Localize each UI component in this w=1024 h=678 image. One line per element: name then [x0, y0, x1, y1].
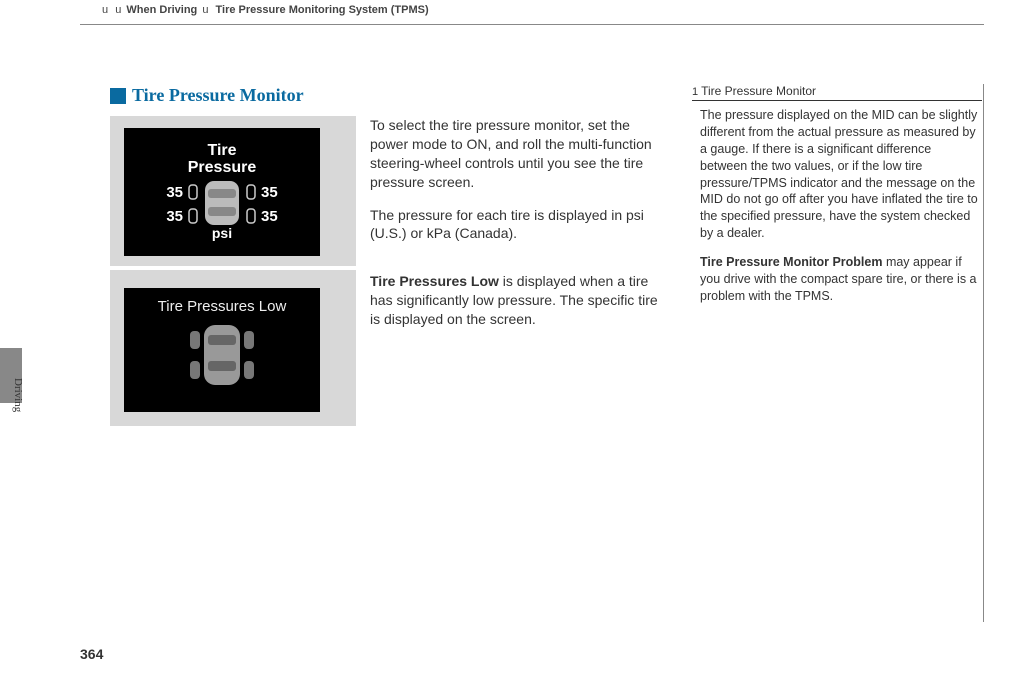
section-marker-icon: [110, 88, 126, 104]
sidebar-ref-title: Tire Pressure Monitor: [701, 84, 816, 98]
sidebar-right-rule: [983, 84, 984, 622]
breadcrumb-l1: When Driving: [126, 4, 197, 16]
fr-value: 35: [261, 184, 278, 201]
car-top-icon: 35 35 35 35: [157, 179, 287, 227]
car-warning-icon: [176, 321, 268, 389]
low-pressure-title: Tire Pressures Low: [158, 298, 287, 315]
rl-value: 35: [166, 208, 183, 225]
sidebar-heading: 1 Tire Pressure Monitor: [692, 84, 982, 101]
mid-screen-tire-pressure: Tire Pressure 35 35 35 35 psi: [110, 116, 356, 266]
para-3: Tire Pressures Low is displayed when a t…: [370, 272, 665, 329]
sidebar-p2: Tire Pressure Monitor Problem may appear…: [700, 254, 978, 305]
breadcrumb-l2: Tire Pressure Monitoring System (TPMS): [216, 4, 429, 16]
mid-title-l1: Tire: [207, 142, 236, 159]
mid-screen-low-pressure: Tire Pressures Low: [110, 270, 356, 426]
breadcrumb-sep: u: [202, 4, 208, 16]
header-rule: [80, 24, 984, 25]
para-1: To select the tire pressure monitor, set…: [370, 116, 665, 192]
rr-value: 35: [261, 208, 278, 225]
mid-screen-title: Tire Pressure: [188, 143, 257, 177]
breadcrumb-sep: u: [115, 4, 121, 16]
breadcrumb: u u When Driving u Tire Pressure Monitor…: [100, 4, 429, 16]
main-content: Tire Pressure Monitor Tire Pressure 35 3…: [110, 85, 665, 426]
section-title: Tire Pressure Monitor: [132, 85, 304, 106]
para-3-bold: Tire Pressures Low: [370, 273, 499, 289]
page-number: 364: [80, 646, 103, 662]
fl-value: 35: [166, 184, 183, 201]
side-tab-label: Driving: [12, 378, 24, 412]
sidebar-p2-bold: Tire Pressure Monitor Problem: [700, 255, 882, 269]
sidebar-ref-mark: 1: [692, 86, 698, 98]
section-title-row: Tire Pressure Monitor: [110, 85, 665, 106]
sidebar-notes: 1 Tire Pressure Monitor The pressure dis…: [692, 84, 982, 317]
sidebar-p1: The pressure displayed on the MID can be…: [700, 107, 978, 242]
para-2: The pressure for each tire is displayed …: [370, 206, 665, 244]
psi-unit: psi: [212, 225, 232, 241]
breadcrumb-sep: u: [102, 4, 108, 16]
mid-title-l2: Pressure: [188, 159, 257, 176]
